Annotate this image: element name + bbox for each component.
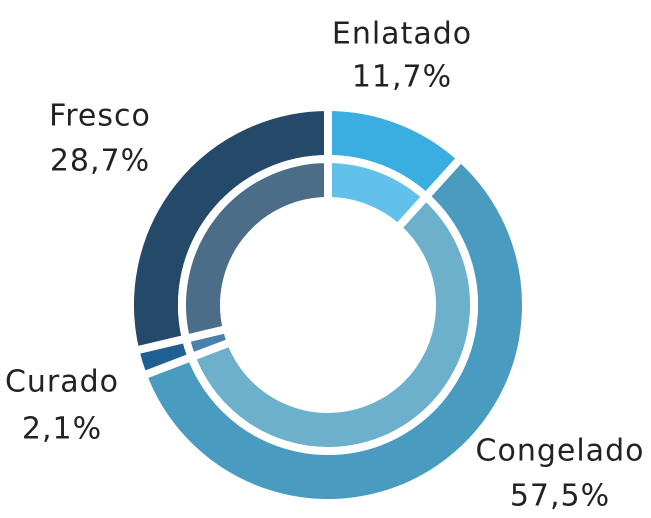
category-label: Fresco [49, 99, 151, 134]
donut-hole [226, 203, 430, 407]
category-label: Congelado [476, 434, 645, 469]
donut-segment-inner [186, 191, 478, 455]
donut-segment-inner [178, 154, 332, 344]
category-label: Curado [5, 365, 119, 400]
value-label: 2,1% [22, 412, 102, 447]
value-label: 11,7% [352, 60, 452, 95]
value-label: 57,5% [510, 479, 610, 514]
category-label: Enlatado [332, 17, 472, 52]
value-label: 28,7% [50, 144, 150, 179]
